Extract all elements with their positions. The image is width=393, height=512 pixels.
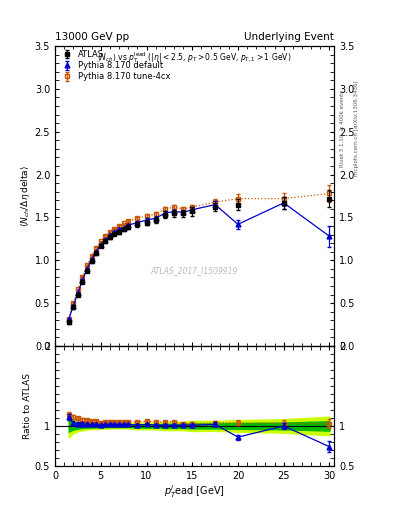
Text: Rivet 3.1.10, ≥ 400k events: Rivet 3.1.10, ≥ 400k events xyxy=(340,90,345,166)
Y-axis label: $\langle N_{ch}/\Delta\eta\,\mathrm{delta}\rangle$: $\langle N_{ch}/\Delta\eta\,\mathrm{delt… xyxy=(19,165,32,227)
X-axis label: $p_T^l$ead [GeV]: $p_T^l$ead [GeV] xyxy=(164,483,225,500)
Legend: ATLAS, Pythia 8.170 default, Pythia 8.170 tune-4cx: ATLAS, Pythia 8.170 default, Pythia 8.17… xyxy=(57,49,172,83)
Text: Underlying Event: Underlying Event xyxy=(244,32,334,41)
Text: 13000 GeV pp: 13000 GeV pp xyxy=(55,32,129,41)
Text: $\langle N_{ch}\rangle$ vs $p_T^{\mathrm{lead}}$ ($|\eta|<2.5$, $p_T>0.5$ GeV, $: $\langle N_{ch}\rangle$ vs $p_T^{\mathrm… xyxy=(97,51,292,66)
Text: mcplots.cern.ch [arXiv:1306.3436]: mcplots.cern.ch [arXiv:1306.3436] xyxy=(354,80,359,176)
Y-axis label: Ratio to ATLAS: Ratio to ATLAS xyxy=(23,373,32,439)
Text: ATLAS_2017_I1509919: ATLAS_2017_I1509919 xyxy=(151,266,238,275)
